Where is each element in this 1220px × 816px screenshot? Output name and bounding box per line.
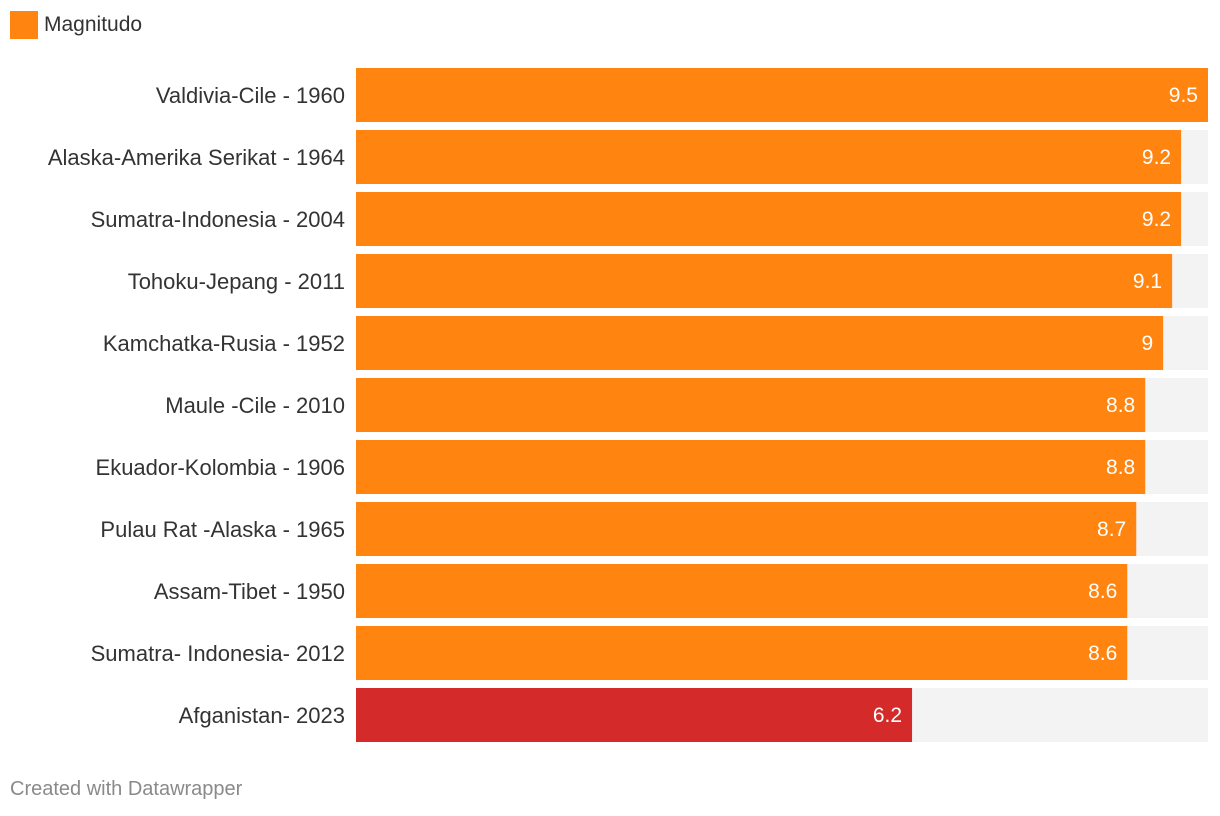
bar	[356, 254, 1173, 308]
category-label: Tohoku-Jepang - 2011	[128, 269, 345, 294]
bar	[356, 68, 1208, 122]
value-label: 6.2	[873, 704, 902, 727]
category-label: Ekuador-Kolombia - 1906	[96, 455, 345, 480]
category-label: Sumatra-Indonesia - 2004	[91, 207, 345, 232]
bar	[356, 316, 1164, 370]
value-label: 8.8	[1106, 456, 1135, 479]
value-label: 9	[1141, 332, 1153, 355]
legend-label: Magnitudo	[44, 13, 143, 36]
category-label: Assam-Tibet - 1950	[154, 579, 345, 604]
category-label: Valdivia-Cile - 1960	[156, 83, 345, 108]
category-label: Alaska-Amerika Serikat - 1964	[48, 145, 345, 170]
value-label: 8.6	[1088, 580, 1117, 603]
bar	[356, 564, 1128, 618]
value-label: 9.1	[1133, 270, 1162, 293]
bar-chart: Valdivia-Cile - 1960 9.5 Alaska-Amerika Se…	[48, 68, 1208, 742]
category-label: Kamchatka-Rusia - 1952	[103, 331, 345, 356]
bar	[356, 378, 1146, 432]
legend-swatch	[10, 11, 38, 39]
bar	[356, 688, 913, 742]
value-label: 9.2	[1142, 146, 1171, 169]
footer-credit: Created with Datawrapper	[10, 778, 243, 800]
bar	[356, 502, 1137, 556]
bar	[356, 626, 1128, 680]
category-label: Maule -Cile - 2010	[165, 393, 345, 418]
value-label: 9.5	[1169, 84, 1198, 107]
category-label: Afganistan- 2023	[179, 703, 345, 728]
bar	[356, 440, 1146, 494]
category-label: Pulau Rat -Alaska - 1965	[100, 517, 345, 542]
value-label: 8.7	[1097, 518, 1126, 541]
bar	[356, 192, 1182, 246]
category-label: Sumatra- Indonesia- 2012	[91, 641, 345, 666]
value-label: 8.6	[1088, 642, 1117, 665]
value-label: 9.2	[1142, 208, 1171, 231]
bar	[356, 130, 1182, 184]
legend: Magnitudo	[10, 11, 142, 39]
value-label: 8.8	[1106, 394, 1135, 417]
